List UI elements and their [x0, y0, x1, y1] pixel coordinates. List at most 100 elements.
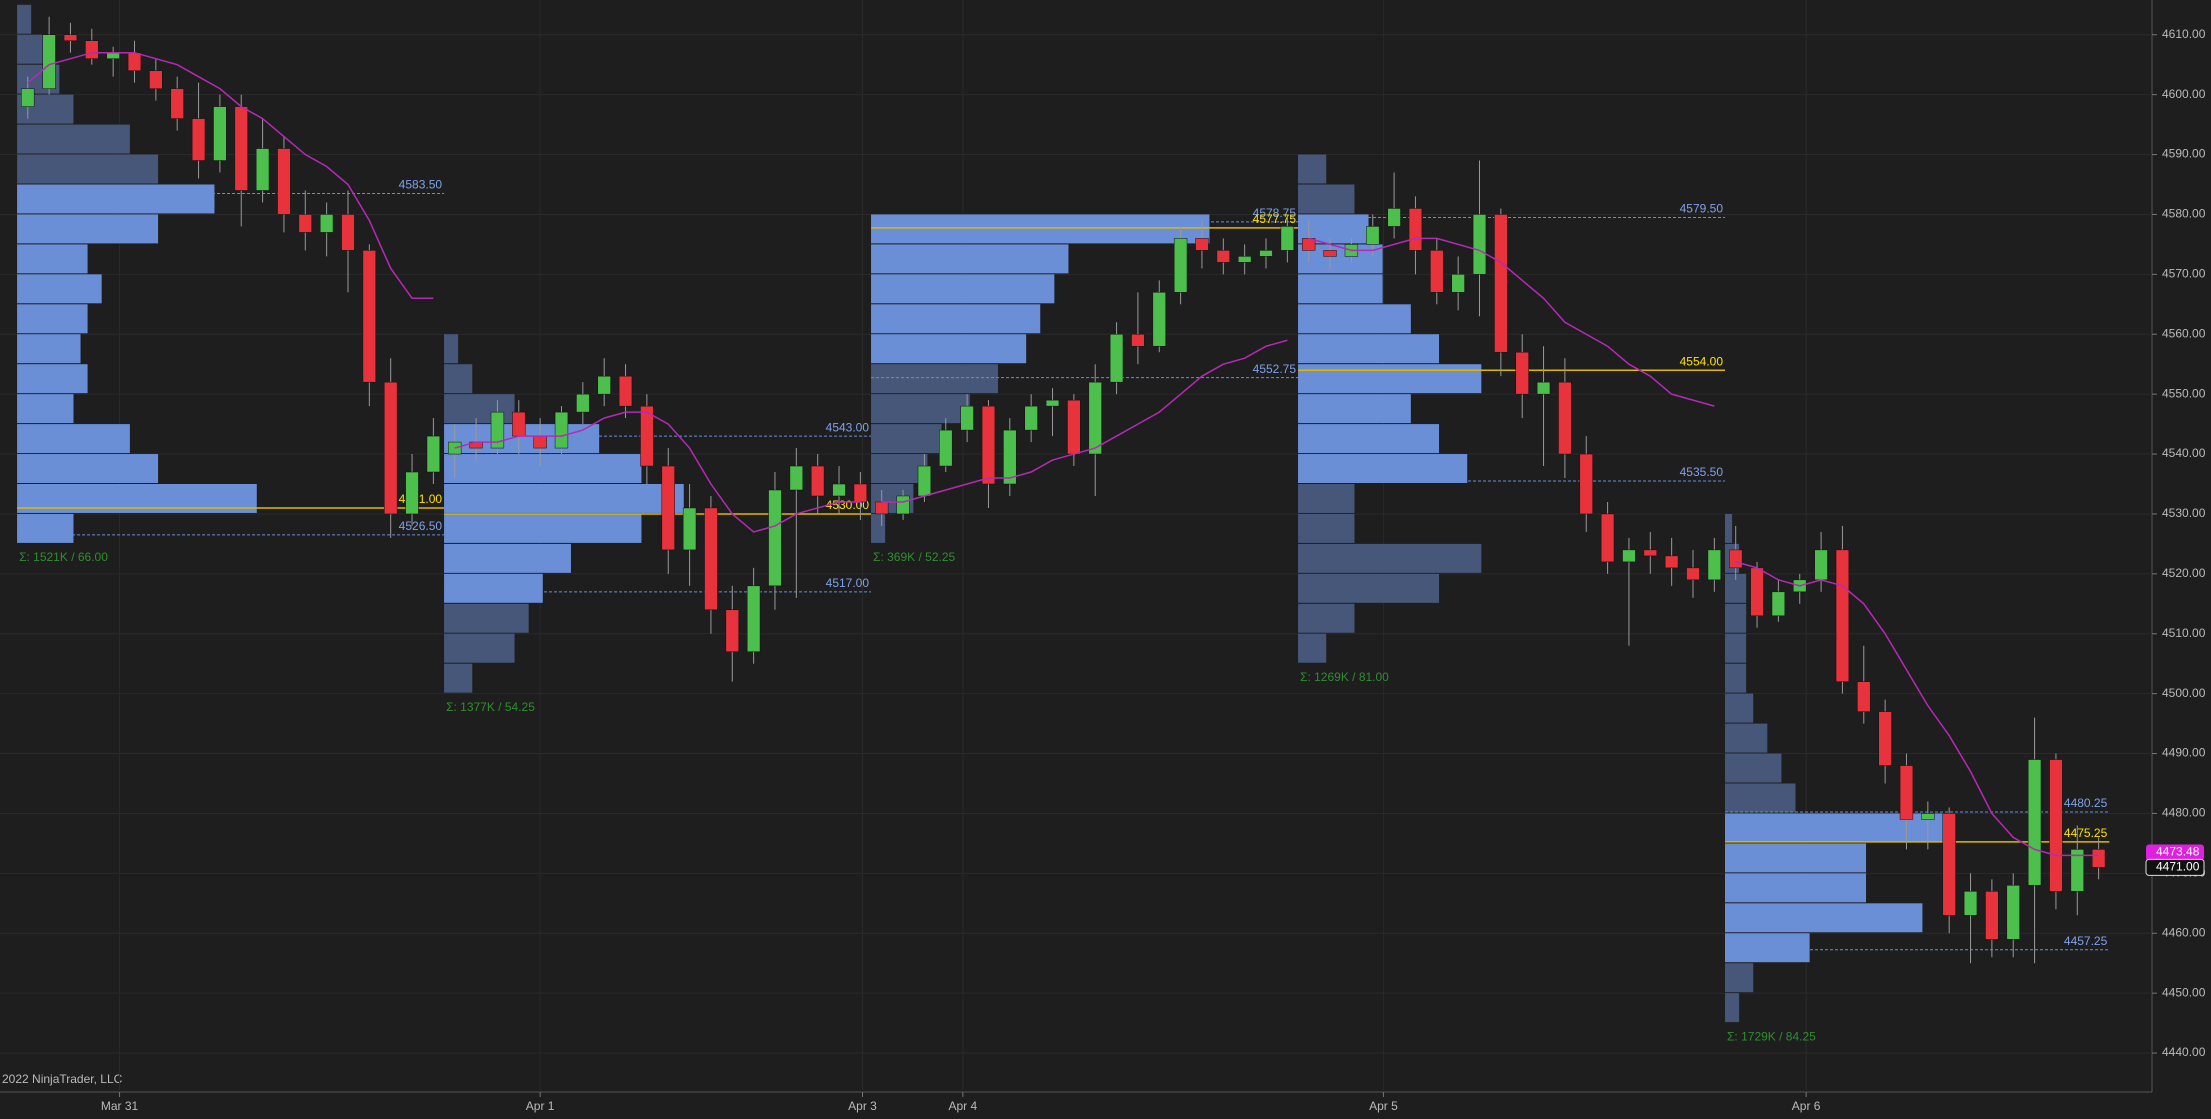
candle-body [1195, 238, 1209, 251]
profile-summary: Σ: 1729K / 84.25 [1727, 1029, 1816, 1043]
profile-summary: Σ: 1377K / 54.25 [446, 700, 535, 714]
candle-body [42, 34, 56, 89]
profile-bin [1725, 513, 1733, 543]
y-tick-label: 4590.00 [2162, 147, 2206, 161]
profile-bin [444, 454, 642, 484]
candle-body [661, 465, 675, 551]
y-tick-label: 4600.00 [2162, 87, 2206, 101]
candle-body [191, 118, 206, 161]
profile-bin [1725, 573, 1747, 603]
candle-body [149, 70, 163, 89]
profile-bin [1298, 573, 1440, 603]
poc-label: 4554.00 [1680, 354, 1724, 368]
poc-label: 4475.25 [2064, 826, 2108, 840]
candle-body [2091, 849, 2106, 868]
candle-body [533, 435, 547, 449]
profile-bin [17, 424, 130, 454]
candle-body [1536, 381, 1551, 395]
candle-body [341, 214, 355, 251]
candle-body [213, 106, 227, 161]
x-tick-label: Apr 1 [526, 1099, 555, 1113]
candle-body [490, 411, 505, 449]
profile-bin [1298, 633, 1327, 663]
y-tick-label: 4510.00 [2162, 626, 2206, 640]
y-tick-label: 4550.00 [2162, 386, 2206, 400]
candle-body [1152, 292, 1166, 347]
y-tick-label: 4500.00 [2162, 686, 2206, 700]
candle-body [939, 429, 953, 467]
profile-bin [1298, 543, 1482, 573]
candle-body [1216, 250, 1230, 263]
profile-bin [1298, 454, 1468, 484]
profile-bin [17, 124, 130, 154]
profile-bin [871, 424, 942, 454]
profile-bin [1725, 603, 1747, 633]
profile-bin [444, 334, 459, 364]
profile-bin [444, 573, 543, 603]
moving-average [1735, 561, 2099, 857]
profile-bin [1298, 424, 1440, 454]
y-tick-label: 4610.00 [2162, 27, 2206, 41]
candle-body [1088, 381, 1102, 455]
vah-label: 4480.25 [2064, 796, 2108, 810]
profile-bin [871, 304, 1041, 334]
candle-body [875, 501, 889, 515]
profile-bin [871, 274, 1055, 304]
candle-body [960, 405, 974, 431]
profile-bin [444, 663, 473, 693]
profile-bin [1725, 903, 1923, 933]
x-tick-label: Mar 31 [101, 1099, 139, 1113]
candle-body [640, 405, 654, 467]
y-tick-label: 4540.00 [2162, 446, 2206, 460]
candle-body [405, 471, 419, 515]
profile-bin [871, 513, 886, 543]
candle-body [85, 40, 99, 59]
candle-body [1323, 250, 1337, 257]
candle-body [1985, 891, 1999, 940]
candle-body [1024, 405, 1038, 431]
candle-body [127, 52, 142, 71]
x-tick-label: Apr 6 [1792, 1099, 1821, 1113]
vah-label: 4578.75 [1253, 206, 1297, 220]
val-label: 4535.50 [1680, 465, 1724, 479]
profile-bin [1725, 723, 1768, 753]
profile-bin [17, 334, 81, 364]
candle-body [234, 106, 248, 191]
candle-body [319, 214, 334, 233]
profile-bin [871, 394, 970, 424]
poc-label: 4531.00 [399, 492, 443, 506]
candle-body [1515, 351, 1529, 395]
candle-body [981, 405, 996, 485]
last-price-label: 4471.00 [2156, 860, 2200, 874]
candle-body [896, 495, 910, 515]
y-tick-label: 4520.00 [2162, 566, 2206, 580]
candle-body [1963, 891, 1978, 916]
candle-body [1729, 549, 1743, 569]
y-tick-label: 4460.00 [2162, 925, 2206, 939]
profile-bin [1725, 843, 1867, 873]
candle-body [2049, 759, 2063, 892]
val-label: 4526.50 [399, 519, 443, 533]
vah-label: 4543.00 [826, 420, 870, 434]
profile-bin [1298, 603, 1355, 633]
candle-body [1857, 681, 1871, 712]
candle-body [1921, 813, 1935, 820]
candle-body [1899, 765, 1914, 820]
val-label: 4457.25 [2064, 934, 2108, 948]
profile-bin [1298, 184, 1355, 214]
x-tick-label: Apr 3 [848, 1099, 877, 1113]
candle-body [768, 489, 782, 587]
candle-body [170, 88, 184, 119]
profile-summary: Σ: 1269K / 81.00 [1300, 670, 1389, 684]
profile-bin [444, 364, 473, 394]
candle-body [832, 483, 846, 497]
profile-bin [1725, 633, 1747, 663]
candle-body [106, 52, 120, 59]
candle-body [1238, 256, 1252, 263]
price-marker [2146, 844, 2204, 861]
y-tick-label: 4580.00 [2162, 207, 2206, 221]
profile-bin [444, 513, 642, 543]
candle-body [2006, 885, 2020, 940]
